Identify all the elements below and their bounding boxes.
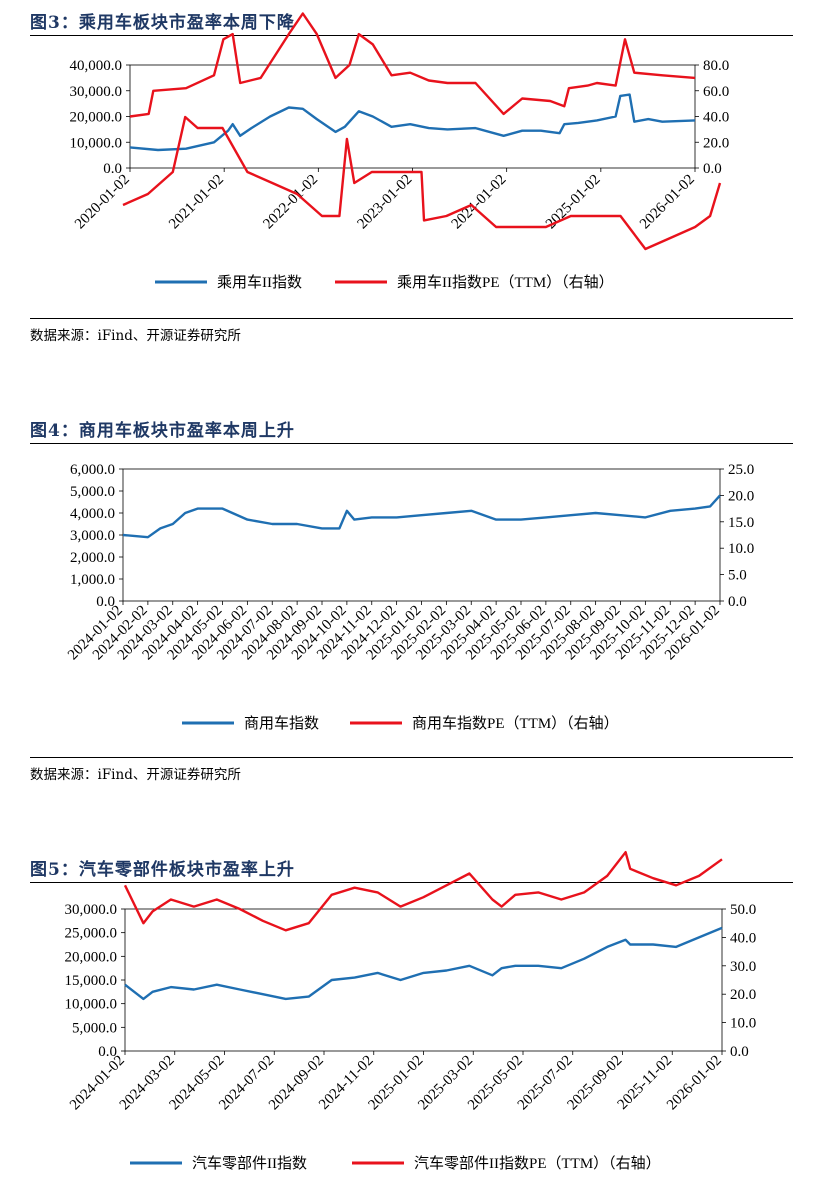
legend-label-right: 商用车指数PE（TTM）（右轴） xyxy=(412,715,619,732)
right-axis-tick-label: 40.0 xyxy=(703,110,729,126)
left-axis-tick-label: 30,000.0 xyxy=(70,84,123,100)
chart-1-title: 图3：乘用车板块市盈率本周下降 xyxy=(30,13,295,33)
chart-1-top-rule xyxy=(30,35,793,36)
left-axis-tick-label: 4,000.0 xyxy=(70,506,115,522)
right-axis-tick-label: 0.0 xyxy=(703,161,722,177)
right-axis-tick-label: 40.0 xyxy=(730,930,756,946)
left-axis-tick-label: 15,000.0 xyxy=(65,973,118,989)
legend-label-left: 乘用车II指数 xyxy=(217,274,302,291)
series-line-right xyxy=(122,115,722,251)
right-axis-tick-label: 20.0 xyxy=(730,987,756,1003)
right-axis-tick-label: 20.0 xyxy=(703,135,729,151)
chart-3-top-rule xyxy=(30,882,793,883)
right-axis-tick-label: 25.0 xyxy=(728,462,754,478)
right-axis-tick-label: 0.0 xyxy=(728,594,747,610)
series-line-left xyxy=(124,926,723,1001)
legend-label-right: 乘用车II指数PE（TTM）（右轴） xyxy=(397,274,614,291)
plot-frame xyxy=(124,908,723,1052)
series-line-right xyxy=(129,12,696,118)
right-axis-tick-label: 5.0 xyxy=(728,568,747,584)
legend-label-left: 汽车零部件II指数 xyxy=(192,1155,307,1172)
left-axis-tick-label: 25,000.0 xyxy=(65,926,118,942)
left-axis-tick-label: 6,000.0 xyxy=(70,462,115,478)
chart-2-source: 数据来源：iFind、开源证券研究所 xyxy=(30,767,241,783)
chart-2-svg: 6,000.0 5,000.0 4,000.0 3,000.0 2,000.0 1,000… xyxy=(65,115,754,732)
left-axis-tick-label: 0.0 xyxy=(103,161,122,177)
left-axis-tick-label: 30,000.0 xyxy=(65,902,118,918)
left-axis-tick-label: 5,000.0 xyxy=(72,1020,117,1036)
left-axis-tick-label: 0.0 xyxy=(98,1044,117,1060)
right-axis-tick-label: 0.0 xyxy=(730,1044,749,1060)
right-axis-tick-label: 10.0 xyxy=(730,1016,756,1032)
left-axis-tick-label: 40,000.0 xyxy=(70,58,123,74)
left-axis-tick-label: 1,000.0 xyxy=(70,572,115,588)
chart-2-top-rule xyxy=(30,443,793,444)
right-axis-tick-label: 10.0 xyxy=(728,541,754,557)
left-axis-tick-label: 5,000.0 xyxy=(70,484,115,500)
right-axis-tick-label: 20.0 xyxy=(728,488,754,504)
right-axis-tick-label: 60.0 xyxy=(703,84,729,100)
chart-1-bottom-rule xyxy=(30,318,793,319)
chart-2-bottom-rule xyxy=(30,757,793,758)
left-axis-tick-label: 10,000.0 xyxy=(70,135,123,151)
left-axis-tick-label: 2,000.0 xyxy=(70,550,115,566)
right-axis-tick-label: 80.0 xyxy=(703,58,729,74)
series-line-left xyxy=(122,494,721,539)
right-axis-tick-label: 15.0 xyxy=(728,515,754,531)
left-axis-tick-label: 0.0 xyxy=(96,594,115,610)
chart-2-title: 图4：商用车板块市盈率本周上升 xyxy=(30,421,295,441)
chart-3-title: 图5：汽车零部件板块市盈率上升 xyxy=(30,860,295,880)
series-line-right xyxy=(123,851,723,932)
chart-1-svg: 40,000.0 30,000.0 20,000.0 10,000.0 0.0 80.0 6… xyxy=(70,12,729,291)
right-axis-tick-label: 50.0 xyxy=(730,902,756,918)
left-axis-tick-label: 20,000.0 xyxy=(65,949,118,965)
legend-label-right: 汽车零部件II指数PE（TTM）（右轴） xyxy=(414,1155,661,1172)
left-axis-tick-label: 20,000.0 xyxy=(70,110,123,126)
series-line-left xyxy=(129,93,696,152)
right-axis-tick-label: 30.0 xyxy=(730,959,756,975)
chart-1-source: 数据来源：iFind、开源证券研究所 xyxy=(30,328,241,344)
left-axis-tick-label: 10,000.0 xyxy=(65,997,118,1013)
legend-label-left: 商用车指数 xyxy=(244,715,319,732)
x-axis-tick-label: 2026-01-02 xyxy=(664,1053,725,1114)
left-axis-tick-label: 3,000.0 xyxy=(70,528,115,544)
